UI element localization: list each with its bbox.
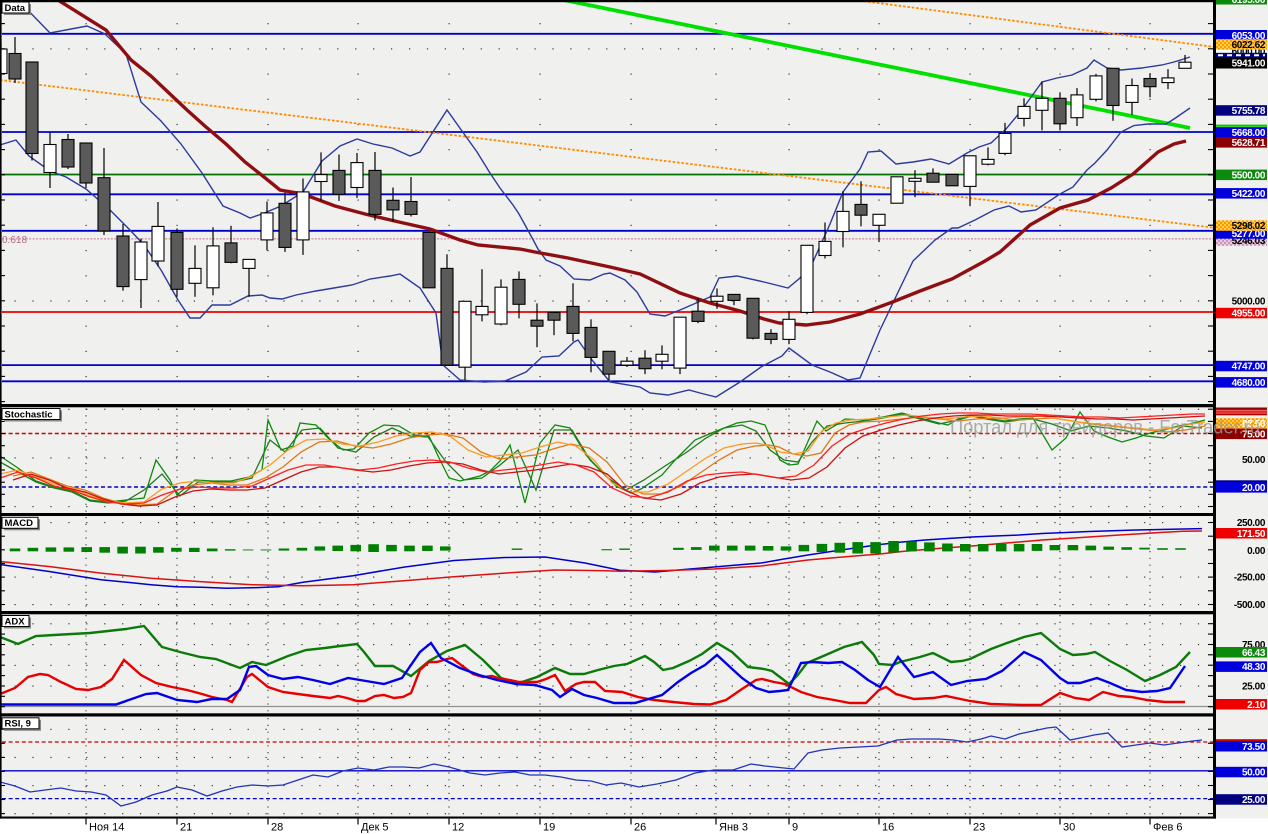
svg-text:5500.00: 5500.00 (1232, 170, 1266, 181)
svg-text:16: 16 (882, 822, 894, 834)
svg-text:6022.62: 6022.62 (1232, 40, 1266, 51)
svg-text:5941.00: 5941.00 (1232, 59, 1266, 70)
svg-text:23: 23 (973, 822, 985, 834)
svg-text:30: 30 (1063, 822, 1075, 834)
svg-text:75.00: 75.00 (1242, 640, 1266, 651)
svg-text:12: 12 (452, 822, 464, 834)
svg-text:5246.03: 5246.03 (1232, 236, 1266, 247)
svg-text:75.00: 75.00 (1242, 429, 1266, 440)
svg-text:Stochastic: Stochastic (5, 409, 53, 420)
svg-text:250.00: 250.00 (1237, 518, 1266, 529)
svg-text:0.618: 0.618 (2, 235, 27, 246)
svg-text:20.00: 20.00 (1242, 483, 1266, 494)
svg-text:5277.00: 5277.00 (1232, 229, 1266, 240)
svg-text:MACD: MACD (5, 518, 34, 529)
svg-text:171.50: 171.50 (1237, 529, 1266, 540)
svg-text:9: 9 (792, 822, 798, 834)
svg-text:50.00: 50.00 (1242, 768, 1266, 779)
svg-text:66.43: 66.43 (1242, 648, 1266, 659)
svg-text:4747.00: 4747.00 (1232, 362, 1266, 373)
svg-text:50.00: 50.00 (1242, 455, 1266, 466)
svg-text:-500.00: -500.00 (1234, 600, 1266, 611)
svg-text:4680.00: 4680.00 (1232, 378, 1266, 389)
svg-text:5422.00: 5422.00 (1232, 189, 1266, 200)
svg-text:25.00: 25.00 (1242, 795, 1266, 806)
svg-text:5628.71: 5628.71 (1232, 138, 1266, 149)
svg-text:6053.00: 6053.00 (1232, 31, 1266, 42)
svg-text:ADX: ADX (5, 616, 26, 627)
svg-text:0.00: 0.00 (1247, 546, 1266, 557)
svg-text:5668.00: 5668.00 (1232, 128, 1266, 139)
svg-text:RSI, 9: RSI, 9 (5, 719, 31, 730)
svg-text:Фев 6: Фев 6 (1153, 822, 1183, 834)
svg-text:Дек 5: Дек 5 (361, 822, 389, 834)
svg-text:19: 19 (543, 822, 555, 834)
svg-text:26: 26 (634, 822, 646, 834)
svg-text:21: 21 (180, 822, 192, 834)
svg-text:28: 28 (271, 822, 283, 834)
svg-text:73.50: 73.50 (1242, 742, 1266, 753)
svg-text:5298.02: 5298.02 (1232, 221, 1266, 232)
svg-text:Data: Data (5, 3, 26, 14)
svg-text:48.30: 48.30 (1242, 662, 1266, 673)
svg-text:-250.00: -250.00 (1234, 573, 1266, 584)
svg-text:25.00: 25.00 (1242, 682, 1266, 693)
svg-text:5000.00: 5000.00 (1232, 297, 1266, 308)
svg-text:5755.78: 5755.78 (1232, 106, 1266, 117)
svg-text:88.50: 88.50 (1242, 419, 1266, 430)
svg-text:Ноя 14: Ноя 14 (89, 822, 124, 834)
svg-text:Янв 3: Янв 3 (719, 822, 748, 834)
svg-text:Портал для трейдеров - ForTrad: Портал для трейдеров - ForTrader.ru (950, 418, 1260, 439)
svg-text:2.10: 2.10 (1247, 700, 1266, 711)
svg-text:6195.00: 6195.00 (1232, 0, 1266, 6)
svg-text:4955.00: 4955.00 (1232, 309, 1266, 320)
svg-text:6000.00: 6000.00 (1232, 47, 1266, 58)
